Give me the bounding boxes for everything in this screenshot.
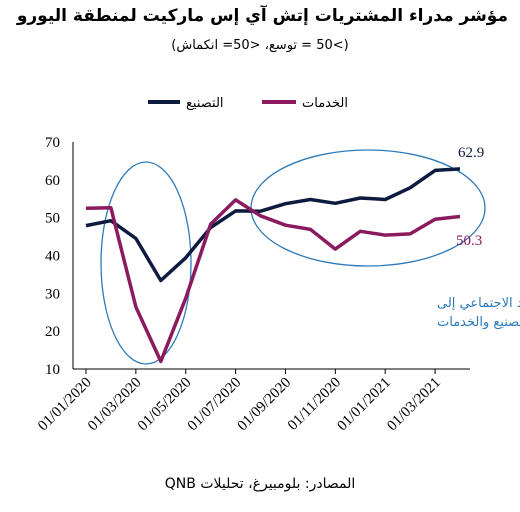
chart-title: مؤشر مدراء المشتريات إتش آي إس ماركيت لم… bbox=[16, 6, 508, 26]
y-tick-label: 30 bbox=[45, 286, 60, 302]
legend-label-manufacturing: التصنيع bbox=[186, 96, 224, 111]
x-tick-label: 01/01/2020 bbox=[35, 375, 95, 435]
y-tick-label: 60 bbox=[45, 173, 60, 189]
x-tick-label: 01/05/2020 bbox=[135, 375, 195, 435]
source-note: المصادر: بلومبيرغ، تحليلات QNB bbox=[164, 476, 356, 492]
x-tick-label: 01/07/2020 bbox=[185, 375, 245, 435]
highlight-ellipse-divergence bbox=[250, 149, 486, 267]
y-tick-label: 50 bbox=[45, 211, 60, 227]
y-tick-labels: 10 20 30 40 50 60 70 bbox=[45, 135, 60, 378]
y-tick-label: 20 bbox=[45, 324, 60, 340]
x-tick-label: 01/03/2021 bbox=[384, 375, 444, 435]
y-tick-label: 40 bbox=[45, 249, 60, 265]
y-tick-label: 70 bbox=[45, 135, 60, 151]
series-line-services bbox=[85, 198, 461, 364]
annotation-line-1: تؤدي إجراءات التباعد الاجتماعي إلى bbox=[437, 296, 520, 311]
x-tick-label: 01/03/2020 bbox=[85, 375, 145, 435]
legend-label-services: الخدمات bbox=[302, 96, 348, 111]
end-label-manufacturing: 62.9 bbox=[458, 145, 484, 161]
series-line-manufacturing bbox=[85, 167, 461, 283]
series-layer bbox=[85, 167, 461, 364]
x-tick-labels: 01/01/202001/03/202001/05/202001/07/2020… bbox=[35, 369, 444, 434]
y-tick-label: 10 bbox=[45, 362, 60, 378]
end-label-services: 50.3 bbox=[456, 233, 482, 249]
x-tick-label: 01/01/2021 bbox=[334, 375, 394, 435]
annotation-line-2: تباين بين قطاعي التصنيع والخدمات bbox=[437, 315, 520, 330]
legend: التصنيع الخدمات bbox=[148, 96, 348, 111]
chart-subtitle: (>50 = توسع، <50= انكماش) bbox=[171, 38, 349, 53]
x-tick-label: 01/09/2020 bbox=[235, 375, 295, 435]
highlight-ellipse-dip bbox=[100, 161, 192, 365]
